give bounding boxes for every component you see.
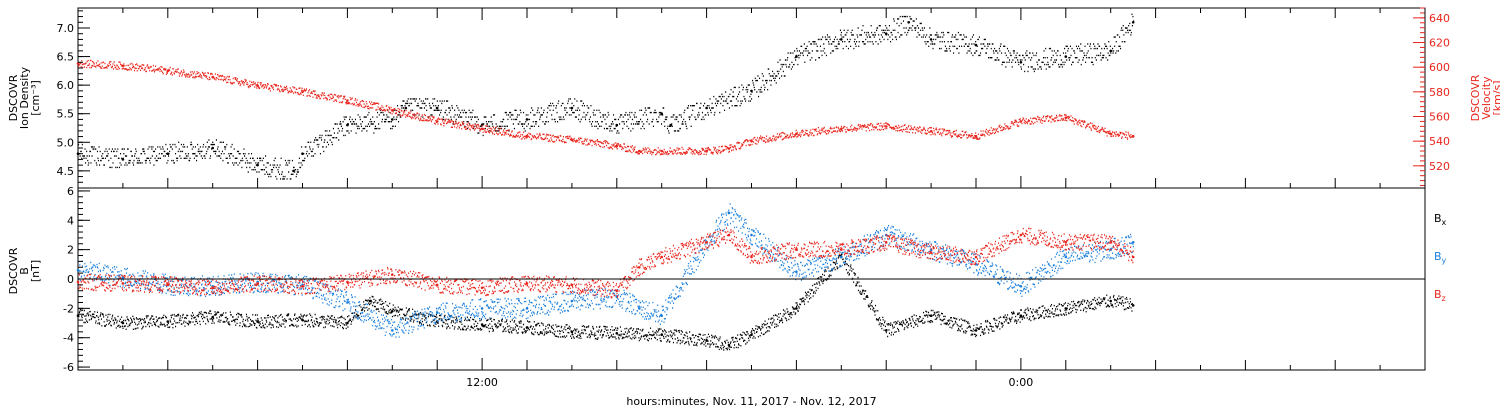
bz-series-point bbox=[301, 285, 304, 288]
density-series-point bbox=[1019, 61, 1023, 64]
velocity-series-point bbox=[884, 125, 888, 128]
velocity-axis-tick-label: 640 bbox=[1429, 12, 1450, 25]
legend-bx: Bx bbox=[1434, 212, 1447, 227]
by-series-point bbox=[840, 255, 843, 259]
legend-bz: Bz bbox=[1434, 288, 1446, 303]
by-series-point bbox=[1019, 285, 1023, 288]
bx-series-point bbox=[1109, 299, 1112, 303]
velocity-axis-tick-label: 620 bbox=[1429, 37, 1450, 50]
velocity-axis-tick-label: 520 bbox=[1429, 160, 1450, 173]
x-tick-label: 0:00 bbox=[1009, 376, 1034, 389]
bz-series bbox=[76, 227, 1135, 299]
bz-series-point bbox=[166, 283, 170, 287]
bz-series-point bbox=[974, 255, 978, 259]
b-axis-tick-label: -6 bbox=[63, 361, 74, 374]
bx-series-trace bbox=[78, 252, 1134, 351]
b-axis-tick-label: -4 bbox=[63, 332, 74, 345]
b-axis-tick-label: 6 bbox=[67, 185, 74, 198]
density-series-point bbox=[907, 21, 910, 24]
bx-series-point bbox=[795, 307, 798, 310]
bz-series-point bbox=[615, 289, 619, 293]
bz-series-point bbox=[1064, 241, 1068, 244]
b-axis-tick-label: 2 bbox=[67, 244, 74, 257]
x-tick-label: 12:00 bbox=[466, 376, 498, 389]
legend-subscript: x bbox=[1442, 218, 1447, 227]
velocity-series-trace bbox=[78, 59, 1135, 156]
bz-series-trace bbox=[78, 227, 1134, 299]
by-series-point bbox=[750, 233, 753, 237]
density-series-point bbox=[166, 152, 170, 155]
legend-subscript: y bbox=[1442, 256, 1447, 265]
legend-by: By bbox=[1434, 250, 1447, 265]
bz-series-point bbox=[660, 255, 663, 259]
b-axis-tick-label: 4 bbox=[67, 214, 74, 227]
density-series-point bbox=[570, 106, 574, 110]
b-axis-title-line: [nT] bbox=[29, 260, 42, 282]
density-series-trace bbox=[78, 13, 1135, 180]
density-axis-title-line: DSCOVR bbox=[7, 74, 20, 121]
b-axis-title-line: B bbox=[18, 267, 31, 275]
velocity-axis-title-line: DSCOVR bbox=[1469, 74, 1482, 121]
by-series-point bbox=[76, 268, 80, 272]
velocity-axis-tick-label: 540 bbox=[1429, 135, 1450, 148]
by-series-trace bbox=[78, 203, 1134, 338]
density-axis-tick-label: 6.5 bbox=[57, 51, 75, 64]
velocity-axis-tick-label: 580 bbox=[1429, 86, 1450, 99]
data-points bbox=[76, 13, 1135, 351]
bx-series-point bbox=[1064, 307, 1068, 310]
velocity-axis-tick-label: 600 bbox=[1429, 61, 1450, 74]
density-series bbox=[76, 13, 1135, 180]
bz-series-point bbox=[638, 266, 641, 269]
bz-series-point bbox=[76, 280, 80, 284]
velocity-series-point bbox=[346, 99, 349, 102]
b-axis-tick-label: -2 bbox=[63, 302, 74, 315]
density-axis-tick-label: 5.5 bbox=[57, 108, 75, 121]
bz-series-point bbox=[1019, 233, 1023, 237]
density-axis-title-line: [cm⁻³] bbox=[29, 80, 42, 116]
bx-series bbox=[76, 252, 1135, 351]
by-series-point bbox=[480, 307, 484, 310]
velocity-series-point bbox=[1064, 116, 1068, 119]
velocity-series-point bbox=[615, 144, 619, 148]
velocity-axis-tick-label: 560 bbox=[1429, 110, 1450, 123]
by-series-point bbox=[1064, 255, 1068, 259]
by-series-point bbox=[391, 329, 394, 332]
density-axis-tick-label: 5.0 bbox=[57, 136, 75, 149]
axes bbox=[77, 7, 1426, 370]
density-series-point bbox=[391, 118, 394, 121]
by-series bbox=[76, 203, 1135, 338]
b-axis-tick-label: 0 bbox=[67, 273, 74, 286]
density-axis-tick-label: 7.0 bbox=[57, 22, 75, 35]
by-series-point bbox=[1131, 241, 1135, 244]
bx-series-point bbox=[974, 329, 978, 332]
axis-text: 4.5 5.0 5.5 6.0 6.5 7.0 -6 -4 -2 0 2 4 6 520 540 560 580… bbox=[7, 12, 1500, 408]
bz-series-point bbox=[525, 282, 529, 285]
bz-series-point bbox=[750, 255, 753, 259]
velocity-axis-title-line: [km/s] bbox=[1491, 80, 1500, 115]
top-panel-frame bbox=[77, 7, 1426, 189]
by-series-point bbox=[638, 307, 641, 310]
density-series-point bbox=[256, 163, 259, 167]
density-axis-title-line: Ion Density bbox=[18, 66, 31, 129]
density-series-point bbox=[301, 152, 304, 155]
density-axis-tick-label: 4.5 bbox=[57, 165, 75, 178]
x-axis-title: hours:minutes, Nov. 11, 2017 - Nov. 12, … bbox=[626, 395, 876, 408]
density-axis-tick-label: 6.0 bbox=[57, 79, 75, 92]
density-series-point bbox=[929, 38, 933, 41]
density-series-point bbox=[974, 43, 978, 47]
velocity-axis-title-line: Velocity bbox=[1480, 76, 1493, 120]
density-series-point bbox=[1064, 55, 1068, 58]
density-series-point bbox=[884, 32, 888, 35]
velocity-series bbox=[76, 59, 1135, 156]
legend-subscript: z bbox=[1442, 294, 1446, 303]
b-axis-title-line: DSCOVR bbox=[7, 247, 20, 294]
density-series-point bbox=[840, 38, 843, 41]
